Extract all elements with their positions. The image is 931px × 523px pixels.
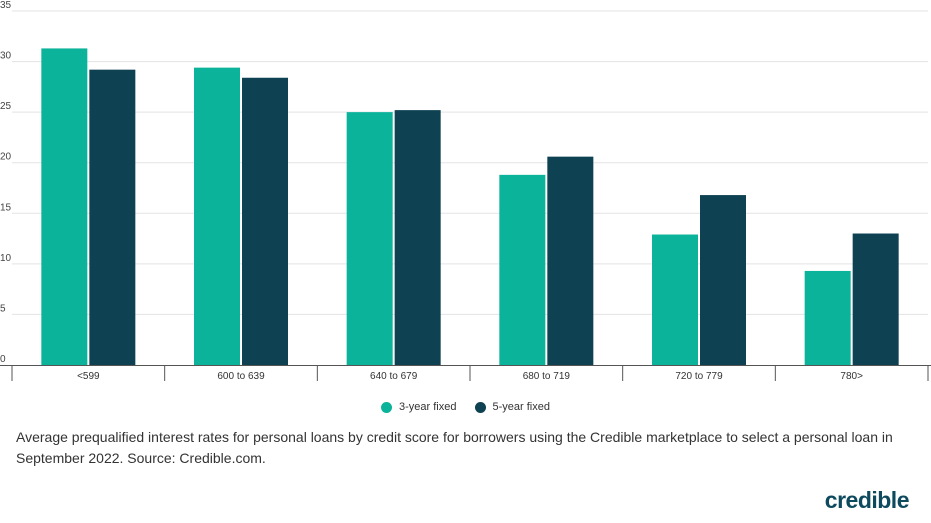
bar-5-year-5 [852,233,899,365]
x-tick-label: 720 to 779 [675,371,723,382]
bar-3-year-1 [194,67,240,365]
legend-swatch-5-year [474,401,486,413]
y-axis-ticks: 0 5 10 15 20 25 30 35 [0,0,12,365]
y-tick-label: 10 [0,253,12,264]
bar-5-year-2 [394,110,441,366]
y-tick-label: 15 [0,202,12,213]
x-tick-label: 780> [840,371,863,382]
x-axis: <599 600 to 639 640 to 679 680 to 719 720 to… [0,365,931,382]
x-tick-label: <599 [77,371,100,382]
y-tick-label: 35 [0,0,12,11]
credible-logo: credible [824,487,910,513]
y-tick-label: 0 [0,354,6,365]
chart-caption: Average prequalified interest rates for … [16,429,893,466]
legend: 3-year fixed 5-year fixed [0,401,931,413]
legend-item-3-year: 3-year fixed [381,401,457,413]
bar-5-year-1 [242,77,288,366]
legend-item-5-year: 5-year fixed [474,401,550,413]
y-tick-label: 20 [0,152,12,163]
bar-3-year-0 [41,48,88,366]
x-tick-label: 640 to 679 [370,371,418,382]
bar-3-year-4 [652,234,698,365]
y-tick-label: 5 [0,303,6,314]
y-tick-label: 25 [0,101,12,112]
bar-3-year-3 [499,174,546,365]
bar-5-year-4 [700,195,746,365]
legend-swatch-3-year [381,401,393,413]
bar-chart: 0 5 10 15 20 25 30 35 <599 600 to 639 640 to 679 6… [0,0,931,382]
x-tick-label: 680 to 719 [523,371,571,382]
bar-3-year-2 [346,112,393,366]
bar-3-year-5 [804,270,851,365]
bar-5-year-3 [547,156,594,365]
bar-5-year-0 [89,69,136,366]
x-tick-label: 600 to 639 [217,371,265,382]
legend-label-3-year: 3-year fixed [399,401,457,413]
legend-label-5-year: 5-year fixed [492,401,550,413]
gridlines [12,10,928,315]
y-tick-label: 30 [0,51,12,62]
bars [41,48,899,366]
